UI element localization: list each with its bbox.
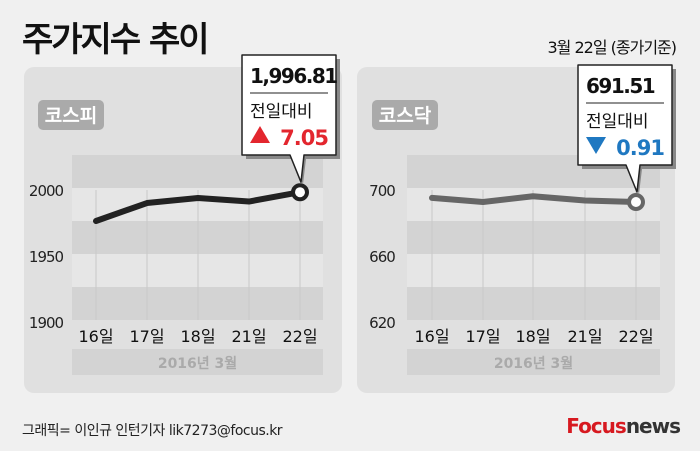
y-tick-label: 1950 [29, 248, 64, 266]
up-triangle-icon [250, 126, 270, 143]
xlabel-band [407, 349, 660, 375]
x-tick-label: 17일 [465, 327, 500, 346]
date-label: 3월 22일 (종가기준) [547, 38, 677, 57]
index-label: 코스닥 [379, 105, 432, 127]
x-tick-label: 22일 [282, 327, 317, 346]
data-point [248, 201, 250, 203]
last-data-point [627, 193, 645, 212]
data-point [482, 201, 484, 203]
callout-change: 7.05 [280, 126, 328, 150]
x-tick-label: 18일 [515, 327, 550, 346]
band [72, 155, 323, 188]
y-tick-label: 1900 [29, 314, 64, 332]
x-tick-label: 16일 [78, 327, 113, 346]
callout-label: 전일대비 [250, 102, 313, 122]
x-axis-label: 2016년 3월 [494, 355, 573, 372]
credit: 그래픽= 이인규 인턴기자 lik7273@focus.kr [22, 423, 283, 439]
callout-value: 691.51 [586, 74, 655, 98]
data-point [146, 202, 148, 204]
y-tick-label: 2000 [29, 182, 64, 200]
callout-value: 1,996.81 [250, 64, 337, 88]
callout-box [577, 64, 673, 193]
callout-change: 0.91 [616, 136, 664, 160]
y-tick-label: 700 [369, 182, 395, 200]
x-axis-label: 2016년 3월 [158, 355, 237, 372]
x-tick-label: 21일 [567, 327, 602, 346]
x-tick-label: 21일 [231, 327, 266, 346]
x-tick-label: 22일 [618, 327, 653, 346]
index-badge [372, 100, 438, 130]
data-point [95, 220, 97, 222]
callout-box [241, 54, 337, 183]
x-tick-label: 16일 [414, 327, 449, 346]
y-tick-label: 620 [369, 314, 395, 332]
data-point [431, 197, 433, 199]
data-point [584, 200, 586, 202]
x-tick-label: 18일 [180, 327, 215, 346]
last-data-point [291, 183, 309, 202]
index-badge [38, 100, 104, 130]
index-label: 코스피 [45, 105, 97, 127]
x-tick-label: 17일 [129, 327, 164, 346]
page-title: 주가지수 추이 [22, 20, 210, 60]
down-triangle-icon [586, 137, 606, 154]
xlabel-band [72, 349, 323, 375]
data-point [532, 195, 534, 197]
y-tick-label: 660 [369, 248, 395, 266]
callout-label: 전일대비 [586, 112, 649, 132]
data-point [197, 197, 199, 199]
focus-news-logo: Focusnews [566, 414, 681, 438]
